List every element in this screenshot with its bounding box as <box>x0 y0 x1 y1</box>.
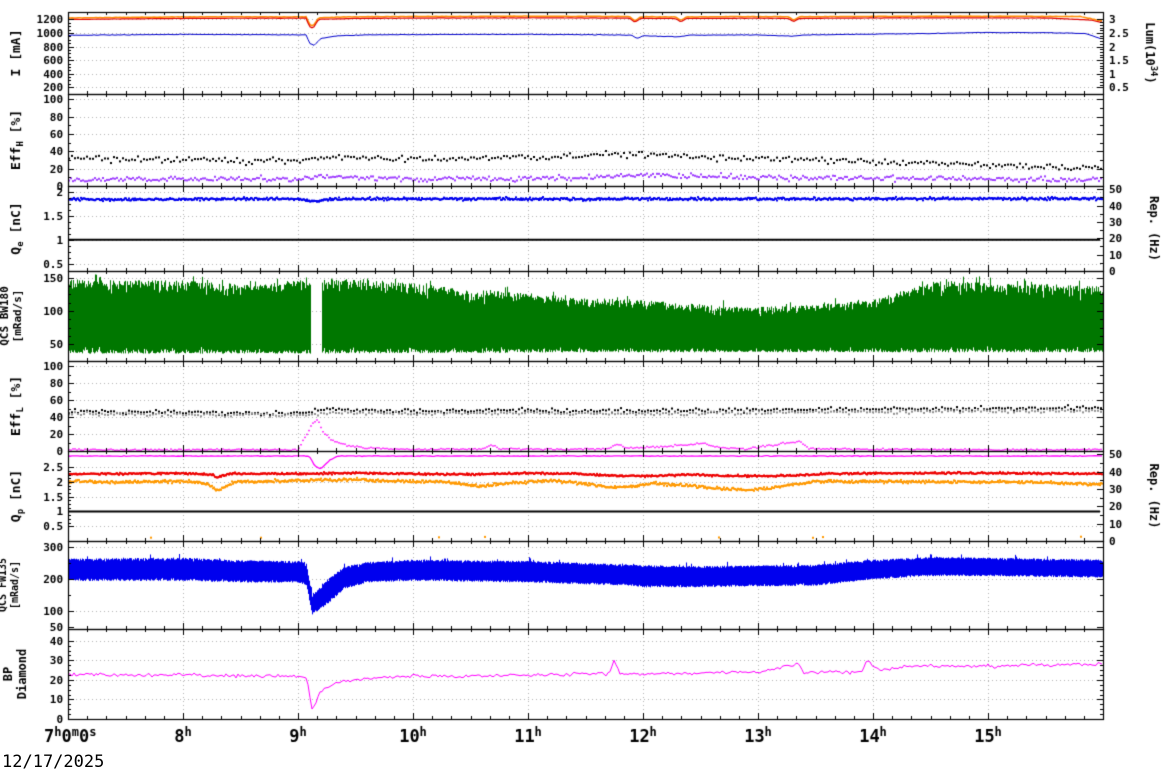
date-label: 12/17/2025 <box>2 752 105 772</box>
